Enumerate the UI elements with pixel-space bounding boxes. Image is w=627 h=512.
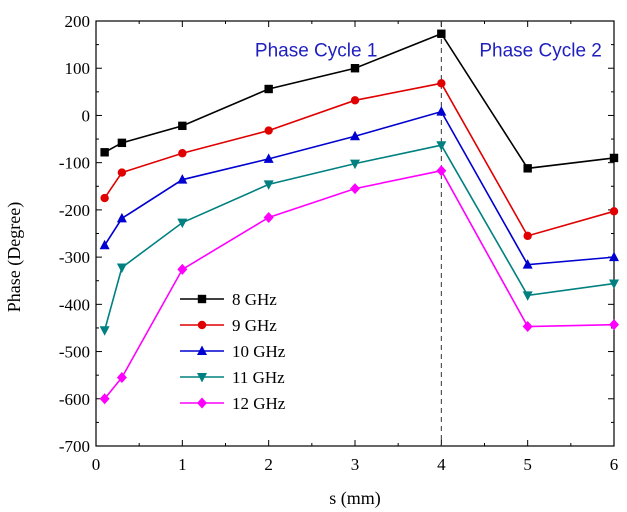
y-tick-label: 200 [65,12,91,31]
data-point [609,207,619,216]
legend: 8 GHz 9 GHz 10 GHz 11 GHz 12 GHz [180,290,286,413]
data-point [523,164,532,173]
series-line [104,169,615,400]
legend-marker [197,397,207,409]
series-10-ghz [99,106,619,269]
axes: 0 1 2 3 4 5 6 -700 -600 -500 -400 -300 -200 -100 0 100 2… [59,12,618,474]
y-tick-label: -600 [59,390,90,409]
legend-marker [197,345,207,355]
legend-label: 12 GHz [232,394,286,413]
data-point [522,259,533,269]
data-point [116,212,127,223]
x-axis-title: s (mm) [329,488,381,509]
data-point [436,141,447,151]
data-point [264,84,273,94]
data-point [116,263,127,273]
data-point [263,211,274,223]
legend-entry: 11 GHz [180,368,285,387]
data-point [350,64,360,73]
y-tick-label: -100 [59,154,90,173]
data-point [350,96,360,105]
data-point [100,148,109,157]
legend-entry: 8 GHz [180,290,277,309]
data-point [100,193,109,203]
series-11-ghz [99,141,619,336]
data-point [177,218,188,229]
data-point [263,180,274,190]
x-tick-label: 6 [610,455,619,474]
legend-label: 9 GHz [232,316,277,335]
legend-entry: 10 GHz [180,342,286,361]
x-tick-label: 5 [523,455,532,474]
data-point [99,326,110,336]
legend-entry: 12 GHz [180,394,286,413]
y-tick-label: -500 [59,343,90,362]
y-tick-label: -700 [59,437,90,456]
y-axis-title: Phase (Degree) [4,202,25,312]
series-line [104,32,615,170]
series-8-ghz [100,29,619,173]
x-tick-label: 2 [264,455,273,474]
legend-label: 11 GHz [232,368,285,387]
series-9-ghz [100,79,619,241]
data-point [177,263,188,275]
y-tick-label: -200 [59,201,90,220]
data-point [609,153,619,163]
x-tick-label: 4 [437,455,446,474]
data-point [264,126,273,135]
y-tick-label: 100 [65,59,91,78]
y-tick-label: 0 [82,106,91,125]
data-point [436,165,447,177]
data-point [350,130,360,141]
data-point [178,121,187,131]
data-point [522,321,533,333]
data-point [609,319,619,331]
series-layer [99,29,619,405]
annotation-label: Phase Cycle 2 [479,40,602,61]
legend-marker [197,294,207,304]
legend-label: 10 GHz [232,342,286,361]
data-point [116,372,127,384]
data-point [437,29,446,38]
x-tick-label: 1 [178,455,187,474]
series-line [103,82,615,237]
data-point [177,174,188,184]
data-point [350,159,360,170]
x-tick-label: 3 [351,455,360,474]
legend-entry: 9 GHz [180,316,277,335]
series-line [103,144,615,331]
data-point [117,138,127,148]
annotation-label: Phase Cycle 1 [255,40,378,61]
legend-marker [197,320,207,330]
data-point [263,153,274,163]
data-point [117,168,127,177]
data-point [523,231,532,241]
data-point [178,149,187,158]
data-point [522,291,533,301]
data-point [437,79,446,88]
y-tick-label: -300 [59,248,90,267]
legend-marker [197,373,207,383]
data-point [609,251,619,262]
annotations: Phase Cycle 1 Phase Cycle 2 [255,21,602,446]
x-tick-label: 0 [92,455,101,474]
legend-label: 8 GHz [232,290,277,309]
y-tick-label: -400 [59,295,90,314]
series-12-ghz [99,165,619,405]
data-point [609,279,619,290]
series-line [103,110,615,266]
data-point [99,393,110,405]
data-point [436,106,447,116]
data-point [350,183,360,195]
data-point [99,239,110,250]
